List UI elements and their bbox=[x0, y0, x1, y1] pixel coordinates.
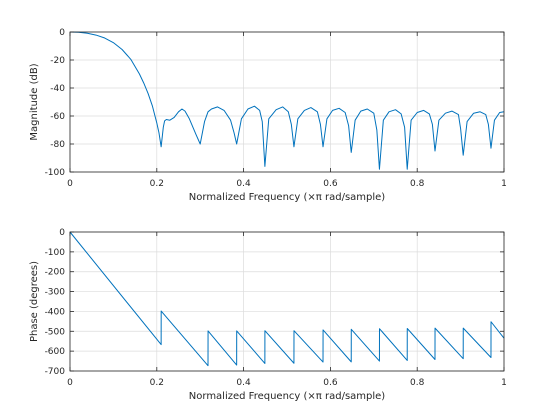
x-tick-label: 0.6 bbox=[323, 179, 338, 189]
x-axis-label: Normalized Frequency (×π rad/sample) bbox=[189, 192, 386, 203]
x-tick-label: 1 bbox=[501, 378, 507, 388]
axes-box bbox=[69, 231, 505, 372]
y-tick-label: -40 bbox=[50, 84, 65, 94]
plot-area bbox=[70, 232, 504, 371]
x-tick-label: 0.2 bbox=[150, 378, 164, 388]
x-tick-label: 1 bbox=[501, 179, 507, 189]
y-tick-label: -80 bbox=[50, 140, 65, 150]
x-tick-label: 0.8 bbox=[410, 378, 425, 388]
chart-magnitude: 0 0.2 0.4 0.6 0.8 1 -100 -80 -60 -40 -20 0 Normalize… bbox=[29, 28, 507, 203]
y-tick-label: -600 bbox=[45, 347, 66, 357]
x-axis-label: Normalized Frequency (×π rad/sample) bbox=[189, 391, 386, 402]
series-line-magnitude bbox=[69, 31, 505, 170]
series-line-phase bbox=[69, 231, 505, 367]
y-tick-label: -100 bbox=[45, 168, 66, 178]
x-tick-label: 0 bbox=[67, 179, 73, 189]
x-tick-label: 0.4 bbox=[236, 179, 251, 189]
y-tick-label: -400 bbox=[45, 307, 66, 317]
axes-box bbox=[69, 31, 505, 173]
y-tick-label: 0 bbox=[59, 228, 65, 238]
x-tick-label: 0.4 bbox=[236, 378, 251, 388]
x-tick-label: 0.6 bbox=[323, 378, 338, 388]
x-tick-label: 0.2 bbox=[150, 179, 164, 189]
y-tick-label: 0 bbox=[59, 28, 65, 38]
y-tick-label: -20 bbox=[50, 56, 65, 66]
y-tick-label: -700 bbox=[45, 367, 66, 377]
plot-area bbox=[70, 32, 504, 172]
y-tick-label: -500 bbox=[45, 327, 66, 337]
y-tick-label: -200 bbox=[45, 268, 66, 278]
x-tick-label: 0 bbox=[67, 378, 73, 388]
x-tick-label: 0.8 bbox=[410, 179, 425, 189]
chart-phase: 0 0.2 0.4 0.6 0.8 1 -700 -600 -500 -400 -300 -200 -1… bbox=[29, 228, 507, 402]
y-axis-label: Phase (degrees) bbox=[29, 261, 40, 342]
y-axis-label: Magnitude (dB) bbox=[29, 63, 40, 140]
y-tick-label: -300 bbox=[45, 288, 66, 298]
y-tick-label: -100 bbox=[45, 248, 66, 258]
y-tick-label: -60 bbox=[50, 112, 65, 122]
